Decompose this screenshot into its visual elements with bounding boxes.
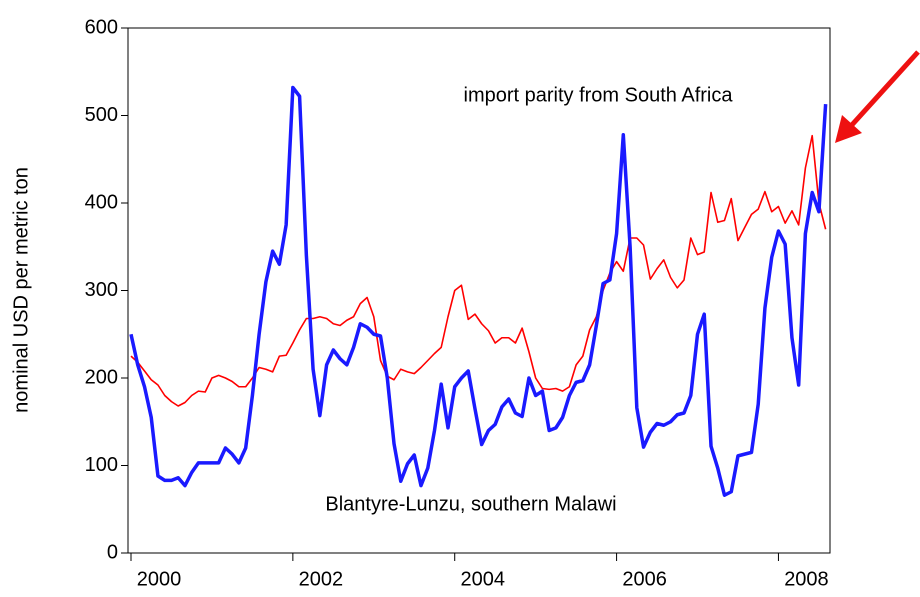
y-tick-label: 0 <box>107 541 118 563</box>
x-tick-label: 2008 <box>784 568 829 590</box>
y-tick-label: 600 <box>85 16 118 38</box>
y-axis-label: nominal USD per metric ton <box>10 167 32 413</box>
y-tick-label: 200 <box>85 366 118 388</box>
x-tick-label: 2002 <box>299 568 344 590</box>
x-tick-label: 2000 <box>137 568 182 590</box>
series-line <box>129 85 828 497</box>
x-tick-label: 2004 <box>460 568 505 590</box>
y-tick-label: 300 <box>85 279 118 301</box>
annotation: Blantyre-Lunzu, southern Malawi <box>325 493 616 515</box>
x-tick-label: 2006 <box>622 568 667 590</box>
annotation: import parity from South Africa <box>464 84 734 106</box>
y-tick-label: 500 <box>85 104 118 126</box>
arrow <box>835 50 920 143</box>
y-tick-label: 100 <box>85 454 118 476</box>
y-tick-label: 400 <box>85 191 118 213</box>
series-line <box>130 134 827 407</box>
plot-frame <box>127 27 831 554</box>
